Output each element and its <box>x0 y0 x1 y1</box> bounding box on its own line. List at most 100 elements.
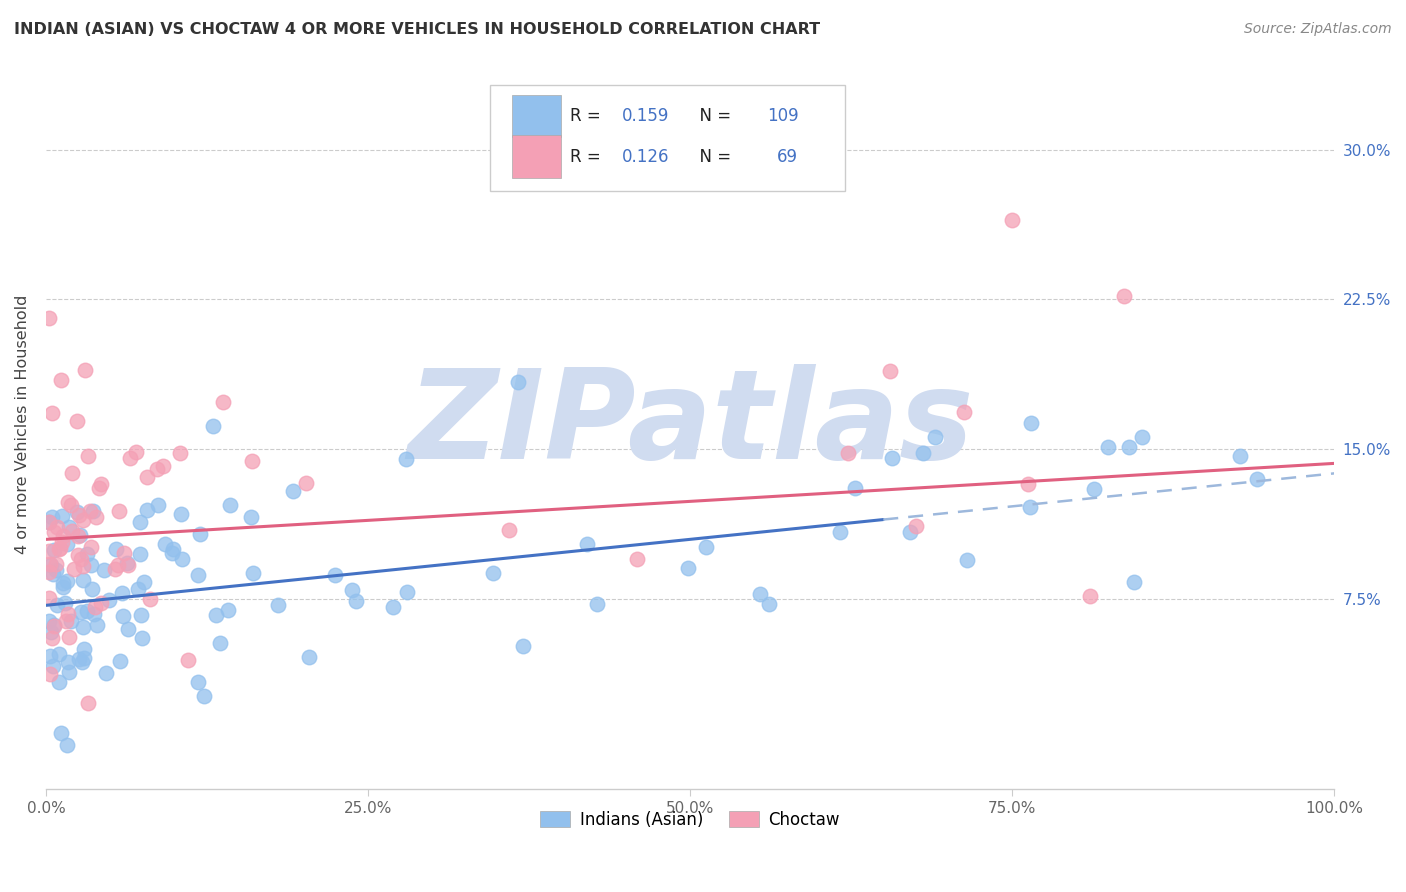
Point <box>79 504 101 518</box>
Text: ZIPatlas: ZIPatlas <box>406 364 973 485</box>
Point <box>42 543 65 558</box>
Point <box>1097 440 1119 454</box>
Point <box>146 498 169 512</box>
Point <box>72 558 94 573</box>
Point <box>73 363 96 377</box>
Point <box>51 373 73 387</box>
Point <box>70 605 93 619</box>
Text: 0.126: 0.126 <box>621 148 669 166</box>
Point <box>38 515 60 529</box>
Point <box>135 503 157 517</box>
Legend: Indians (Asian), Choctaw: Indians (Asian), Choctaw <box>533 805 846 836</box>
Point <box>193 689 215 703</box>
Point <box>956 553 979 567</box>
Point <box>323 568 346 582</box>
Point <box>38 515 60 529</box>
Point <box>80 558 103 573</box>
Point <box>1246 472 1268 486</box>
Point <box>749 587 772 601</box>
Point <box>146 462 169 476</box>
Point <box>56 574 79 588</box>
Point <box>76 697 98 711</box>
Point <box>80 540 103 554</box>
Point <box>52 580 75 594</box>
Point <box>188 526 211 541</box>
Point <box>267 598 290 612</box>
Point <box>1017 477 1039 491</box>
Point <box>212 395 235 409</box>
Text: 109: 109 <box>768 107 799 125</box>
Point <box>48 542 70 557</box>
Point <box>209 636 232 650</box>
Point <box>110 654 132 668</box>
Point <box>56 607 79 621</box>
Point <box>758 597 780 611</box>
Point <box>128 547 150 561</box>
Point <box>41 406 63 420</box>
Point <box>131 631 153 645</box>
Point <box>84 600 107 615</box>
Point <box>39 625 62 640</box>
Point <box>93 563 115 577</box>
Point <box>59 615 82 629</box>
Point <box>120 450 142 465</box>
Point <box>905 519 928 533</box>
Point <box>187 568 209 582</box>
Point <box>1018 500 1040 514</box>
Point <box>44 563 66 577</box>
Point <box>830 524 852 539</box>
Point <box>39 558 62 573</box>
Point <box>695 540 717 554</box>
Point <box>217 602 239 616</box>
Point <box>76 547 98 561</box>
Point <box>60 466 83 480</box>
Point <box>187 674 209 689</box>
Point <box>240 454 263 468</box>
Point <box>58 665 80 679</box>
Point <box>395 585 418 599</box>
Point <box>952 405 974 419</box>
Point <box>67 508 90 522</box>
Point <box>129 608 152 623</box>
Point <box>115 557 138 571</box>
Point <box>67 651 90 665</box>
Point <box>51 534 73 549</box>
Point <box>53 596 76 610</box>
Point <box>55 738 77 752</box>
Point <box>66 548 89 562</box>
Point <box>911 446 934 460</box>
Point <box>117 558 139 572</box>
Point <box>56 495 79 509</box>
Point <box>498 523 520 537</box>
Point <box>66 505 89 519</box>
Point <box>89 481 111 495</box>
Point <box>90 596 112 610</box>
Point <box>586 598 609 612</box>
Point <box>111 609 134 624</box>
Point <box>73 642 96 657</box>
Point <box>153 537 176 551</box>
Point <box>73 650 96 665</box>
Point <box>58 655 80 669</box>
Point <box>111 585 134 599</box>
Point <box>60 498 83 512</box>
Point <box>879 364 901 378</box>
Point <box>48 647 70 661</box>
Point <box>1229 449 1251 463</box>
Point <box>169 446 191 460</box>
Point <box>52 576 75 591</box>
Point <box>136 470 159 484</box>
Point <box>48 674 70 689</box>
Point <box>65 414 87 428</box>
FancyBboxPatch shape <box>491 85 845 191</box>
Point <box>205 607 228 622</box>
Point <box>1122 574 1144 589</box>
Point <box>1001 212 1024 227</box>
Point <box>72 620 94 634</box>
Point <box>1080 589 1102 603</box>
Point <box>108 504 131 518</box>
Point <box>56 537 79 551</box>
Point <box>44 525 66 540</box>
Point <box>49 541 72 556</box>
Point <box>105 541 128 556</box>
